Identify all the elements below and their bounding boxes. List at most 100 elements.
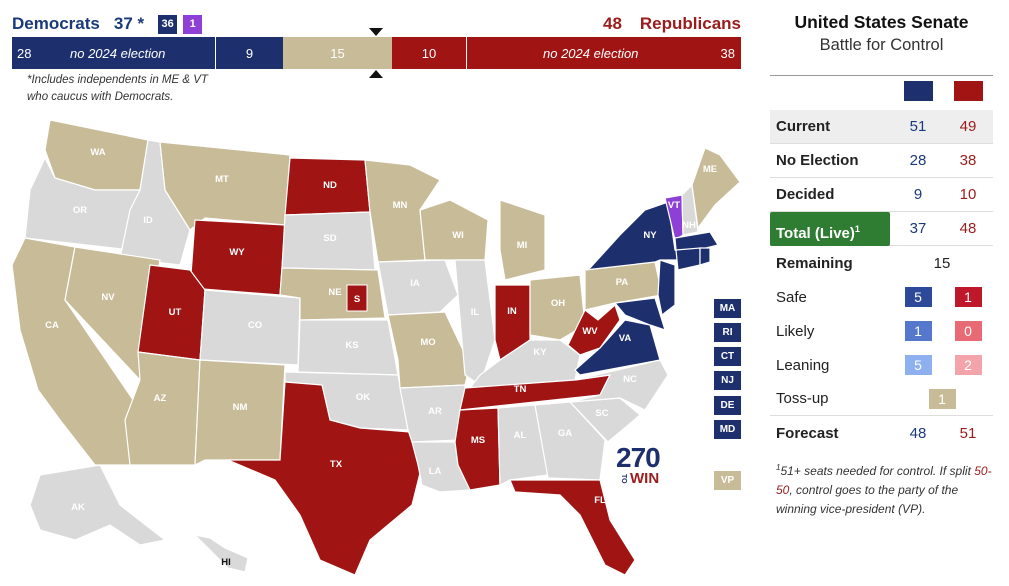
small-state-NJ[interactable]: NJ xyxy=(714,371,741,390)
vp-box[interactable]: VP xyxy=(714,471,741,490)
state-label-NM: NM xyxy=(233,402,248,413)
state-CT[interactable] xyxy=(675,247,701,271)
state-label-OR: OR xyxy=(73,205,87,216)
decided-label: Decided xyxy=(776,186,835,203)
state-NC[interactable] xyxy=(569,359,669,411)
state-label-ME: ME xyxy=(703,164,717,175)
majority-marker-bottom xyxy=(369,70,383,78)
total-label: Total (Live) xyxy=(776,224,855,242)
state-label-AR: AR xyxy=(428,406,442,417)
state-ME[interactable] xyxy=(691,147,741,230)
safe-label: Safe xyxy=(776,288,807,306)
state-RI[interactable] xyxy=(699,247,711,266)
decided-rep: 10 xyxy=(959,186,977,203)
state-HI[interactable] xyxy=(193,534,249,573)
current-dem: 51 xyxy=(909,118,927,135)
state-label-MO: MO xyxy=(420,337,435,348)
rep-total: 48 xyxy=(602,14,622,33)
state-label-UT: UT xyxy=(169,307,182,318)
state-label-OH: OH xyxy=(551,298,565,309)
total-dem: 37 xyxy=(909,220,927,237)
safe-dem[interactable]: 5 xyxy=(904,287,932,307)
safe-rep[interactable]: 1 xyxy=(954,287,982,307)
no-election-rep: 38 xyxy=(959,152,977,169)
state-label-ND: ND xyxy=(323,180,337,191)
current-label: Current xyxy=(776,118,831,135)
state-label-KS: KS xyxy=(345,340,358,351)
state-label-NC: NC xyxy=(623,374,637,385)
likely-dem[interactable]: 1 xyxy=(904,321,932,341)
small-state-MD[interactable]: MD xyxy=(714,420,741,439)
state-MI[interactable] xyxy=(499,199,546,281)
small-state-CT[interactable]: CT xyxy=(714,347,741,366)
leaning-rep[interactable]: 2 xyxy=(954,355,982,375)
small-state-RI[interactable]: RI xyxy=(714,323,741,342)
state-AR[interactable] xyxy=(399,384,466,443)
dem-decided-segment[interactable]: 9 xyxy=(215,37,283,69)
decided-dem: 9 xyxy=(913,186,923,203)
state-WV[interactable] xyxy=(567,303,621,356)
small-state-DE[interactable]: DE xyxy=(714,396,741,415)
dem-chip-36: 36 xyxy=(158,14,178,34)
panel-title: United States Senate xyxy=(794,12,969,32)
state-label-OK: OK xyxy=(356,392,370,403)
likely-rep[interactable]: 0 xyxy=(954,321,982,341)
remaining-label: Remaining xyxy=(776,254,853,272)
footnote-sup: 1 xyxy=(776,463,781,472)
state-FL[interactable] xyxy=(509,479,636,576)
control-footnote: 151+ seats needed for control. If split … xyxy=(770,458,993,519)
ne-special-box[interactable] xyxy=(346,284,368,312)
logo-270: 270 xyxy=(616,442,661,473)
forecast-rep: 51 xyxy=(959,424,977,442)
rep-swatch xyxy=(953,81,983,101)
state-label-ID: ID xyxy=(143,215,153,226)
rep-no-election-count: 38 xyxy=(720,45,735,61)
logo-win: WIN xyxy=(630,470,660,487)
state-label-FL: FL xyxy=(594,495,606,506)
state-label-TN: TN xyxy=(514,384,527,395)
current-rep: 49 xyxy=(959,118,977,135)
state-NJ[interactable] xyxy=(657,259,676,317)
logo-to: TO xyxy=(620,474,627,484)
tossup-value[interactable]: 1 xyxy=(928,388,956,409)
state-label-WY: WY xyxy=(229,247,245,258)
state-label-VA: VA xyxy=(619,333,632,344)
dem-label: Democrats xyxy=(12,14,100,33)
state-OH[interactable] xyxy=(529,274,586,341)
state-AK[interactable] xyxy=(29,464,167,546)
state-TX[interactable] xyxy=(227,381,423,576)
dem-no-election-count: 28 xyxy=(17,45,32,61)
state-label-WV: WV xyxy=(582,326,598,337)
rep-no-election-segment: no 2024 election 38 xyxy=(466,37,741,69)
state-AL[interactable] xyxy=(497,404,549,486)
state-label-SD: SD xyxy=(323,233,336,244)
small-state-MA[interactable]: MA xyxy=(714,299,741,318)
state-GA[interactable] xyxy=(534,401,606,481)
no-election-label: No Election xyxy=(776,152,859,169)
state-MD[interactable] xyxy=(613,297,666,331)
total-live-button[interactable]: Total (Live)1 xyxy=(770,211,890,246)
row-remaining: Remaining 15 xyxy=(770,246,993,280)
leaning-dem[interactable]: 5 xyxy=(904,355,932,375)
state-label-NH: NH xyxy=(682,220,696,231)
republicans-header: 48 Republicans xyxy=(603,14,741,34)
state-label-AK: AK xyxy=(71,502,85,513)
likely-label: Likely xyxy=(776,322,815,340)
footnote-split: 50-50 xyxy=(776,464,992,497)
state-NH[interactable] xyxy=(681,183,699,236)
state-label-HI: HI xyxy=(221,557,231,568)
panel-subtitle: Battle for Control xyxy=(819,36,944,54)
us-senate-map: WA OR CA ID NV MT WY UT AZ CO NM ND xyxy=(11,120,741,576)
state-label-VT: VT xyxy=(668,200,680,211)
remaining-value: 15 xyxy=(933,254,951,272)
state-MT[interactable] xyxy=(159,141,291,231)
rep-decided-segment[interactable]: 10 xyxy=(392,37,466,69)
row-tossup: Toss-up 1 xyxy=(770,382,993,416)
tossup-segment[interactable]: 15 xyxy=(283,37,392,69)
state-label-NY: NY xyxy=(643,230,657,241)
row-safe: Safe 5 1 xyxy=(770,280,993,314)
row-decided: Decided 9 10 xyxy=(770,178,993,212)
dem-total: 37 * xyxy=(113,14,145,33)
state-label-NE: NE xyxy=(328,287,341,298)
state-MO[interactable] xyxy=(387,311,471,389)
